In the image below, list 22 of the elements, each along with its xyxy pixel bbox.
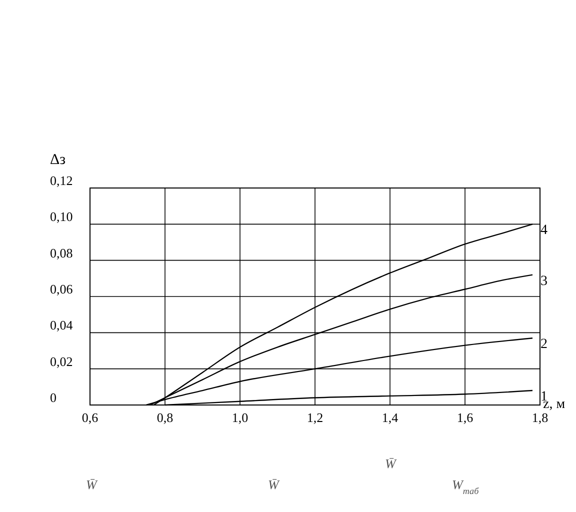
y-tick-label: 0,04	[50, 318, 74, 333]
x-tick-label: 0,8	[156, 410, 174, 425]
y-tick-label: 0,10	[50, 209, 73, 224]
y-axis-title: Δз	[50, 152, 66, 168]
text: W̄	[385, 456, 397, 471]
x-tick-label: 1,2	[306, 410, 324, 425]
y-tick-label: 0,06	[50, 282, 74, 296]
x-tick-label: 1,6	[456, 410, 474, 425]
text: W$_{таб}$	[452, 477, 480, 496]
x-tick-label: 1,8	[532, 410, 548, 425]
y-tick-label: 0	[50, 390, 56, 405]
x-tick-label: 1,0	[232, 410, 248, 425]
y-tick-label: 0,08	[50, 245, 73, 260]
text: W̄	[86, 477, 98, 492]
series-label: 3	[540, 274, 548, 289]
x-tick-label: 0,6	[82, 410, 99, 425]
text: W̄	[268, 477, 280, 492]
y-tick-label: 0,12	[50, 173, 73, 188]
series-label: 2	[540, 337, 548, 352]
series-label: 4	[540, 223, 548, 238]
x-tick-label: 1,4	[382, 410, 399, 425]
y-tick-label: 0,02	[50, 354, 73, 369]
